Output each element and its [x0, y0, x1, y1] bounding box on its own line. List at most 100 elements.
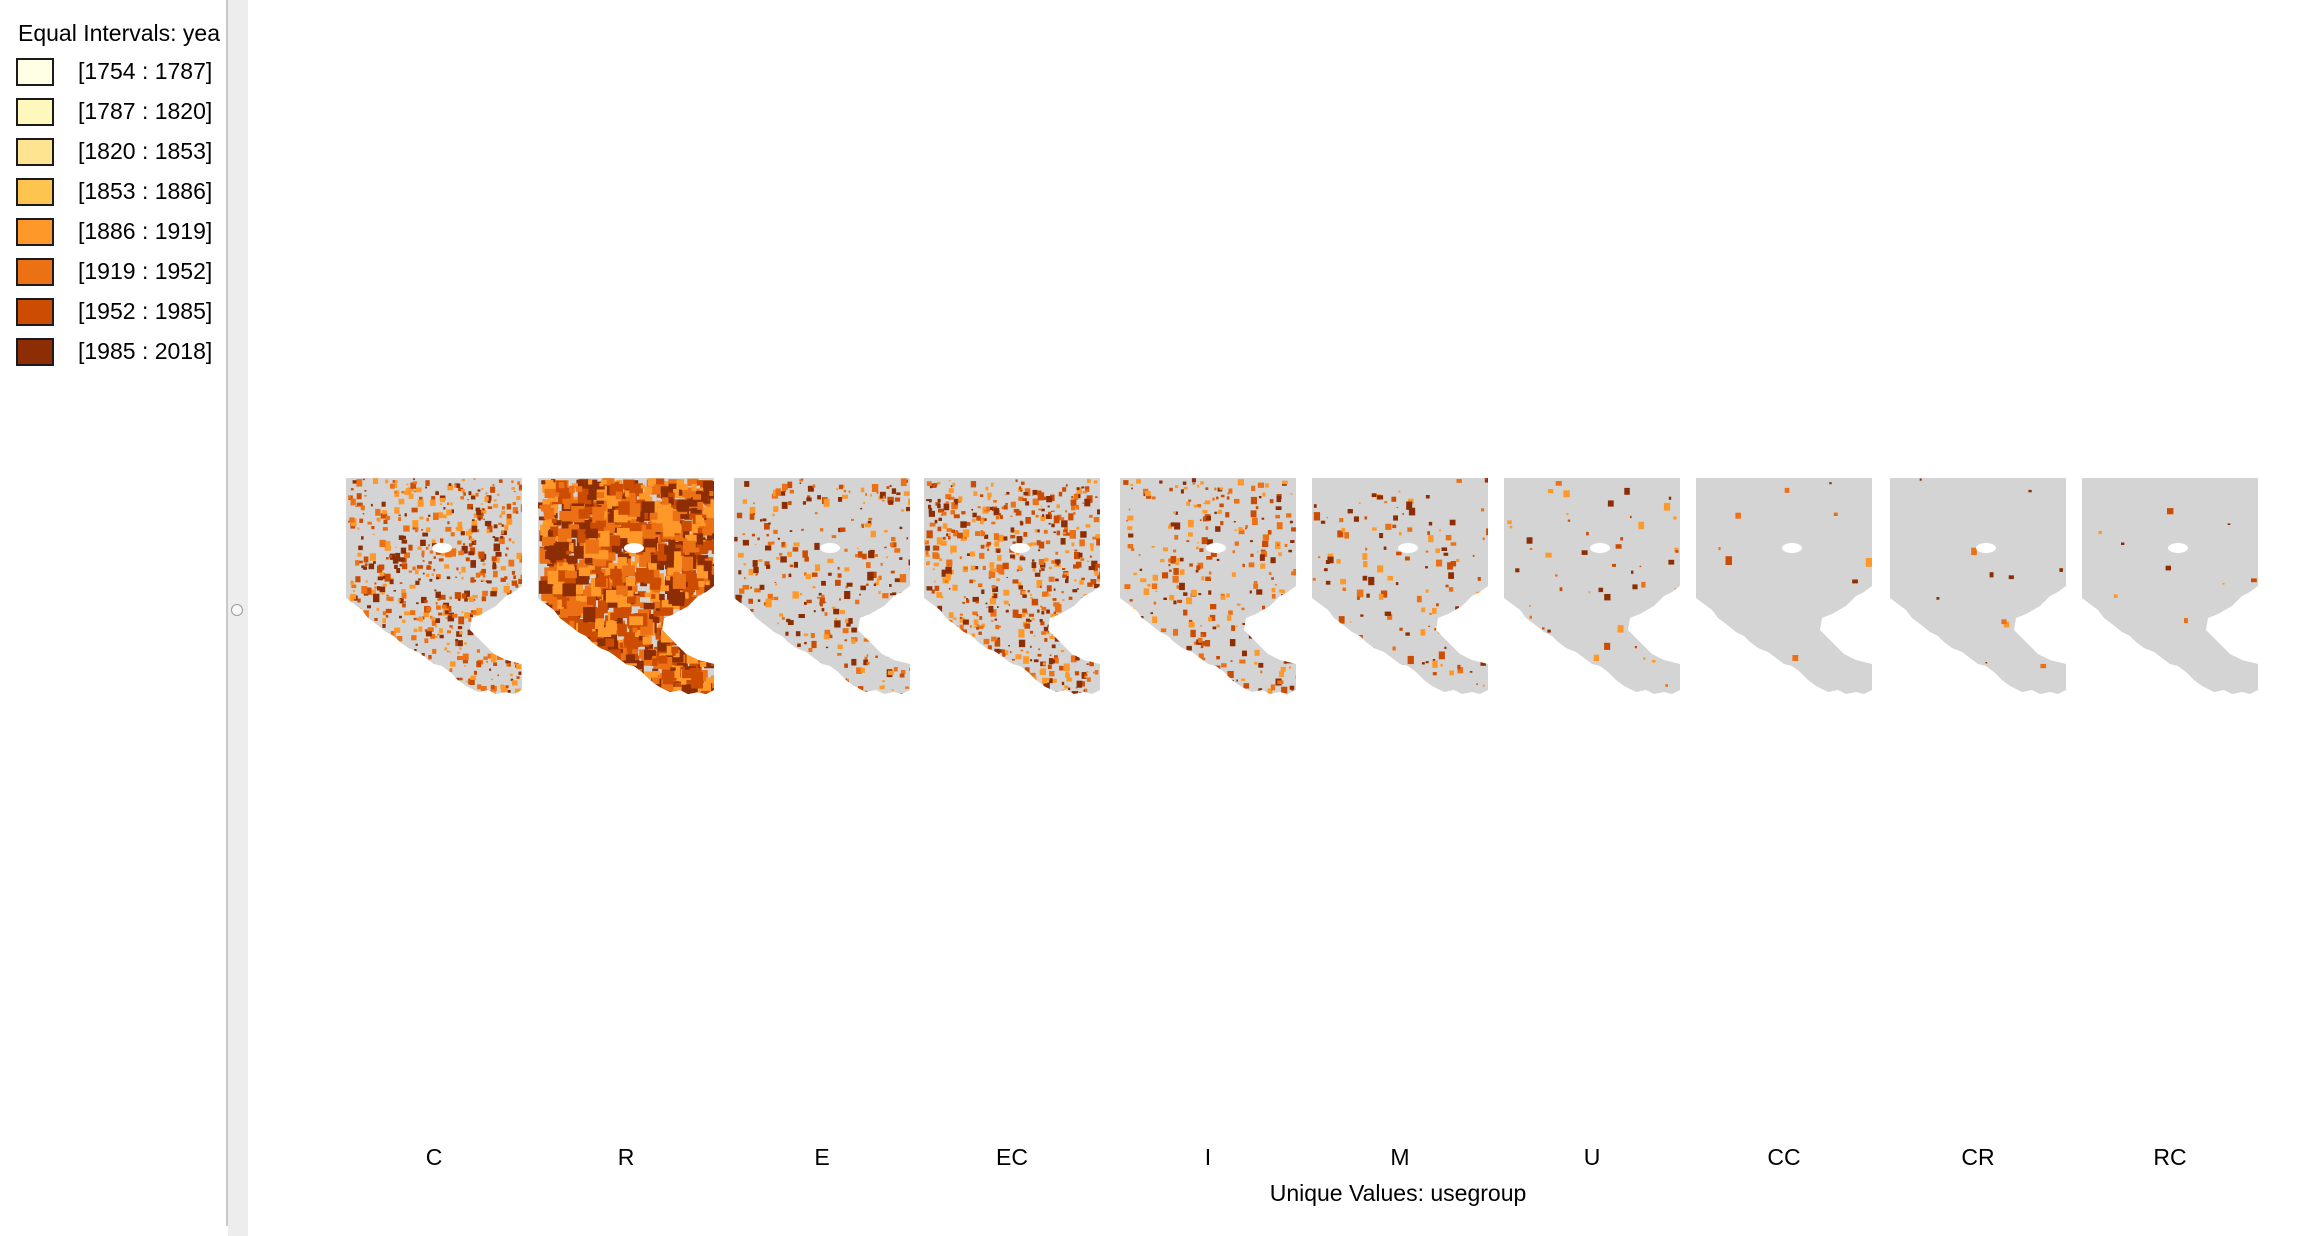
parcel [1040, 562, 1046, 568]
parcel [650, 487, 657, 495]
splitter-grip-icon[interactable] [231, 604, 243, 616]
parcel [1025, 517, 1031, 524]
parcel [1142, 625, 1144, 628]
parcel [477, 515, 483, 520]
parcel [908, 498, 910, 506]
map-canvas[interactable]: C R E EC I M U CC CR RC Unique Values: usegroup [248, 0, 2312, 1236]
parcel [578, 567, 590, 577]
parcel [398, 514, 401, 517]
parcel [1131, 487, 1133, 490]
parcel [429, 550, 434, 554]
parcel [419, 496, 423, 501]
parcel [591, 500, 597, 506]
parcel [505, 553, 508, 557]
parcel [361, 693, 367, 694]
parcel [1060, 650, 1065, 653]
legend-swatch [16, 338, 54, 366]
parcel [564, 632, 575, 647]
parcel [1226, 496, 1230, 500]
parcel [1038, 559, 1045, 565]
parcel [1216, 656, 1220, 660]
parcel [377, 576, 384, 581]
parcel [471, 610, 474, 613]
parcel [1085, 524, 1091, 528]
parcel [963, 638, 970, 643]
legend-item[interactable]: [1985 : 2018] [16, 336, 226, 370]
parcel [482, 562, 486, 566]
parcel [1193, 504, 1198, 508]
parcel [928, 614, 931, 617]
legend-item[interactable]: [1886 : 1919] [16, 216, 226, 250]
parcel [445, 550, 452, 558]
parcel [753, 637, 760, 643]
parcel [1716, 632, 1723, 636]
parcel [1070, 499, 1077, 506]
legend-item[interactable]: [1754 : 1787] [16, 56, 226, 90]
parcel [1406, 501, 1413, 510]
parcel [393, 590, 396, 592]
parcel [642, 636, 652, 645]
parcel [371, 589, 376, 596]
parcel [1176, 558, 1180, 562]
parcel [426, 566, 432, 570]
parcel [957, 667, 959, 669]
parcel [1250, 540, 1253, 543]
parcel [671, 686, 683, 694]
parcel [582, 646, 596, 660]
parcel [868, 517, 873, 521]
parcel [554, 564, 560, 570]
parcel [381, 501, 386, 507]
parcel [512, 621, 515, 624]
parcel [1226, 615, 1232, 621]
parcel [1210, 604, 1217, 610]
parcel [773, 506, 779, 512]
parcel [1090, 661, 1093, 664]
parcel [1381, 660, 1383, 663]
parcel [698, 614, 708, 622]
parcel [670, 667, 676, 671]
parcel [805, 574, 811, 579]
parcel [511, 570, 516, 575]
parcel [945, 682, 947, 685]
parcel [1032, 489, 1038, 495]
parcel [447, 484, 454, 491]
legend-item[interactable]: [1820 : 1853] [16, 136, 226, 170]
legend-item[interactable]: [1853 : 1886] [16, 176, 226, 210]
parcel [585, 642, 598, 655]
parcel [557, 570, 568, 582]
parcel [886, 556, 888, 559]
parcel [364, 495, 367, 497]
parcel [739, 588, 745, 594]
parcel [1137, 620, 1142, 625]
legend-item[interactable]: [1919 : 1952] [16, 256, 226, 290]
parcel [1220, 595, 1226, 600]
parcel [942, 536, 946, 540]
parcel [787, 620, 794, 625]
parcel [691, 628, 697, 633]
parcel [1211, 687, 1216, 693]
legend-item[interactable]: [1952 : 1985] [16, 296, 226, 330]
parcel [907, 651, 910, 658]
parcel [1435, 548, 1440, 554]
panel-splitter[interactable] [228, 0, 248, 1236]
parcel [1312, 577, 1316, 581]
parcel [1090, 644, 1095, 649]
water-gap [432, 543, 452, 553]
parcel [952, 625, 959, 632]
parcel [686, 680, 693, 686]
parcel [414, 649, 417, 652]
parcel [544, 673, 554, 687]
parcel [635, 483, 643, 494]
parcel [963, 596, 966, 599]
parcel [565, 637, 576, 645]
parcel [1267, 530, 1272, 535]
parcel [542, 609, 552, 616]
parcel [1217, 511, 1220, 514]
parcel [407, 487, 414, 492]
facet-map [346, 478, 522, 694]
legend-item[interactable]: [1787 : 1820] [16, 96, 226, 130]
parcel [690, 672, 703, 689]
parcel [684, 621, 697, 634]
parcel [1003, 589, 1010, 596]
parcel [995, 624, 1000, 630]
